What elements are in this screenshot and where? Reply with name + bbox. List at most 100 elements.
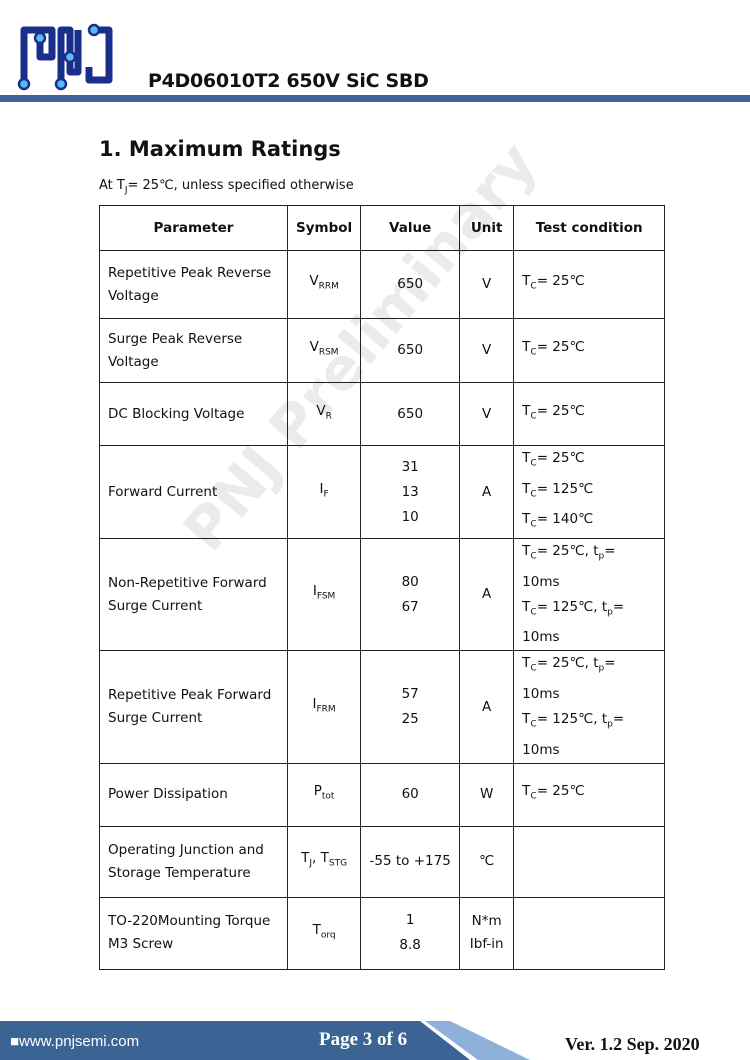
table-cell: 60 bbox=[360, 762, 461, 827]
test-condition: TC= 25℃ bbox=[522, 339, 585, 358]
text: = 25℃, t bbox=[536, 655, 599, 672]
symbol-subscript: RSM bbox=[318, 347, 339, 358]
test-condition: TC= 25℃, tp= 10ms bbox=[522, 543, 616, 590]
table-row: DC Blocking Voltage VR 650 V TC= 25℃ bbox=[99, 382, 666, 446]
footer-bar bbox=[0, 1021, 470, 1060]
column-header: Parameter bbox=[99, 205, 288, 251]
test-condition: TC= 25℃, tp= 10ms bbox=[522, 655, 616, 703]
section-condition: At TJ= 25℃, unless specified otherwise bbox=[99, 178, 354, 196]
parameter-name: Repetitive Peak Reverse bbox=[108, 264, 272, 281]
unit: V bbox=[482, 276, 492, 292]
table-cell: -55 to +175 bbox=[360, 825, 461, 898]
maximum-ratings-table: Parameter Symbol Value Unit Test condition R… bbox=[99, 205, 666, 970]
table-cell: V bbox=[459, 318, 515, 383]
test-condition: TC= 25℃ bbox=[522, 450, 585, 469]
subscript: C bbox=[530, 719, 537, 730]
subscript: C bbox=[530, 520, 537, 531]
table-cell: 1 8.8 bbox=[360, 896, 461, 970]
table-cell: ℃ bbox=[459, 825, 515, 898]
symbol: V bbox=[316, 402, 326, 419]
symbol-subscript: orq bbox=[320, 930, 336, 941]
text: = 25℃ bbox=[536, 273, 585, 290]
table-cell: A bbox=[459, 444, 515, 540]
parameter-name: Surge Current bbox=[108, 597, 203, 614]
value: 60 bbox=[401, 786, 419, 803]
parameter-name: Repetitive Peak Forward bbox=[108, 687, 272, 704]
column-header: Symbol bbox=[286, 205, 362, 251]
test-condition: TC= 125℃, tp= 10ms bbox=[522, 711, 625, 758]
symbol-subscript: F bbox=[323, 489, 329, 500]
table-row: Forward Current IF 31 13 10 A TC= 25℃ TC= 125℃ T… bbox=[99, 444, 666, 540]
table-cell: TC= 25℃ bbox=[513, 250, 666, 319]
table-cell: TC= 25℃ bbox=[513, 762, 666, 827]
table-row: Operating Junction and Storage Temperatur… bbox=[99, 825, 666, 898]
document-title: P4D06010T2 650V SiC SBD bbox=[148, 70, 429, 92]
symbol: V bbox=[309, 273, 319, 290]
symbol-subscript: RRM bbox=[318, 281, 339, 292]
table-row: TO-220Mounting Torque M3 Screw Torq 1 8.8 N*m… bbox=[99, 896, 666, 970]
parameter-name: Surge Current bbox=[108, 710, 203, 727]
table-cell: Forward Current bbox=[99, 444, 288, 540]
table-cell: IF bbox=[286, 444, 362, 540]
pnj-logo bbox=[17, 23, 113, 91]
table-cell: VRSM bbox=[286, 318, 362, 383]
value: 67 bbox=[401, 598, 419, 615]
section-heading: 1. Maximum Ratings bbox=[99, 137, 341, 161]
text: = 25℃ bbox=[536, 450, 585, 466]
table-cell: TC= 25℃, tp= 10ms TC= 125℃, tp= 10ms bbox=[513, 650, 666, 764]
table-cell: 650 bbox=[360, 250, 461, 319]
table-row: Repetitive Peak Forward Surge Current IFRM… bbox=[99, 650, 666, 764]
table-cell: TC= 25℃ bbox=[513, 382, 666, 446]
page-number: Page 3 of 6 bbox=[319, 1029, 408, 1050]
table-cell: Torq bbox=[286, 896, 362, 970]
table-cell: Power Dissipation bbox=[99, 762, 288, 827]
unit: ℃ bbox=[479, 853, 495, 870]
column-header: Unit bbox=[459, 205, 515, 251]
text: = 25℃, t bbox=[536, 543, 599, 560]
symbol: T bbox=[312, 921, 321, 938]
text: = 125℃ bbox=[536, 480, 594, 497]
value: 80 bbox=[401, 573, 419, 590]
value: 650 bbox=[397, 342, 424, 358]
parameter-name: M3 Screw bbox=[108, 936, 174, 953]
table-cell: Non-Repetitive Forward Surge Current bbox=[99, 538, 288, 652]
table-cell: IFSM bbox=[286, 538, 362, 652]
parameter-name: Non-Repetitive Forward bbox=[108, 574, 267, 591]
symbol-subscript: FRM bbox=[316, 704, 336, 715]
parameter-name: Surge Peak Reverse bbox=[108, 330, 243, 347]
table-cell: TC= 25℃ bbox=[513, 318, 666, 383]
subscript: p bbox=[607, 719, 613, 730]
table-cell bbox=[513, 896, 666, 970]
subscript: C bbox=[530, 607, 537, 618]
subscript: p bbox=[598, 664, 605, 675]
symbol-subscript: tot bbox=[321, 792, 335, 803]
symbol: V bbox=[309, 339, 319, 356]
parameter-name: Forward Current bbox=[108, 483, 218, 500]
text: = 10ms bbox=[522, 711, 625, 758]
subscript: C bbox=[530, 489, 537, 500]
text: = 25℃ bbox=[536, 339, 585, 356]
table-cell: DC Blocking Voltage bbox=[99, 382, 288, 446]
table-cell: A bbox=[459, 650, 515, 764]
parameter-name: DC Blocking Voltage bbox=[108, 405, 245, 422]
test-condition: TC= 25℃ bbox=[522, 783, 585, 803]
test-condition: TC= 140℃ bbox=[522, 511, 594, 531]
subscript: p bbox=[607, 607, 613, 618]
subscript: C bbox=[530, 792, 537, 803]
parameter-name: Power Dissipation bbox=[108, 786, 228, 803]
table-cell: VRRM bbox=[286, 250, 362, 319]
column-header: Value bbox=[360, 205, 461, 251]
footer-website: ■www.pnjsemi.com bbox=[10, 1033, 140, 1050]
header-divider bbox=[0, 95, 750, 102]
text: = 10ms bbox=[522, 543, 616, 590]
value: 31 bbox=[401, 458, 419, 475]
text: = 10ms bbox=[522, 655, 616, 703]
test-condition: TC= 25℃ bbox=[522, 402, 585, 422]
subscript: C bbox=[530, 347, 537, 358]
unit: A bbox=[482, 586, 492, 603]
symbol: I bbox=[319, 480, 324, 497]
value: 10 bbox=[401, 508, 419, 525]
symbol: T bbox=[301, 850, 310, 867]
column-header: Test condition bbox=[513, 205, 666, 251]
